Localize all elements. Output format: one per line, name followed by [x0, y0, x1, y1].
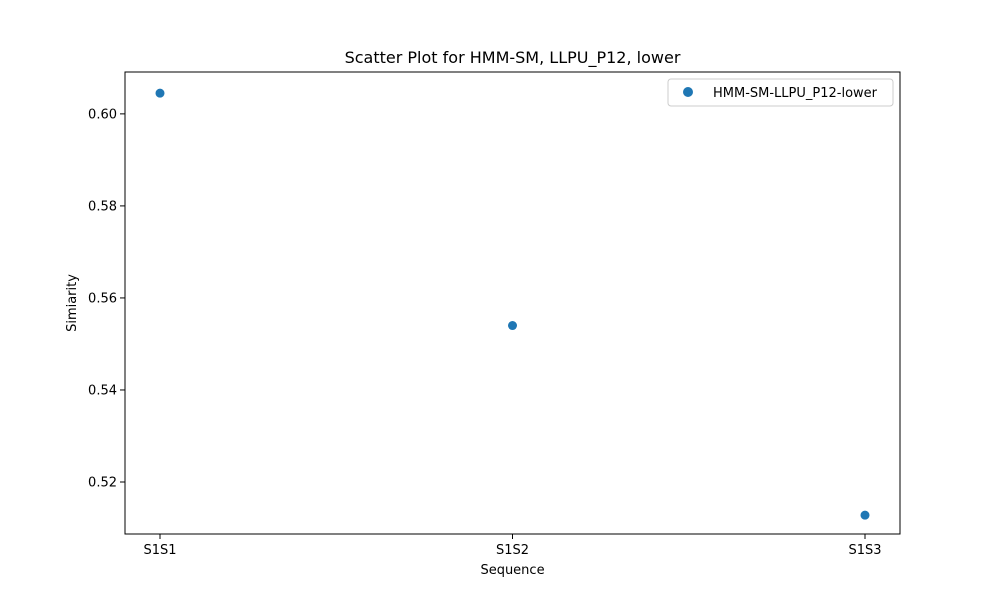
legend-label: HMM-SM-LLPU_P12-lower: [713, 86, 878, 101]
y-tick-label: 0.54: [88, 383, 117, 398]
y-tick-label: 0.52: [88, 476, 117, 491]
y-tick-label: 0.58: [88, 199, 117, 214]
x-tick-label: S1S1: [143, 543, 176, 558]
data-points: [155, 88, 870, 520]
legend-marker: [683, 87, 693, 97]
data-point: [155, 88, 165, 98]
y-axis-label: Simiarity: [65, 274, 80, 332]
chart-title: Scatter Plot for HMM-SM, LLPU_P12, lower: [345, 48, 681, 68]
x-tick-label: S1S2: [496, 543, 529, 558]
x-tick-label: S1S3: [848, 543, 881, 558]
legend: HMM-SM-LLPU_P12-lower: [667, 78, 894, 107]
y-axis: 0.52 0.54 0.56 0.58 0.60: [88, 107, 125, 491]
data-point: [508, 321, 517, 331]
x-axis-label: Sequence: [480, 563, 544, 578]
x-axis: S1S1 S1S2 S1S3: [143, 534, 882, 558]
y-tick-label: 0.56: [88, 291, 117, 306]
y-tick-label: 0.60: [88, 107, 117, 122]
legend-box: [667, 78, 894, 107]
data-point: [860, 510, 870, 520]
